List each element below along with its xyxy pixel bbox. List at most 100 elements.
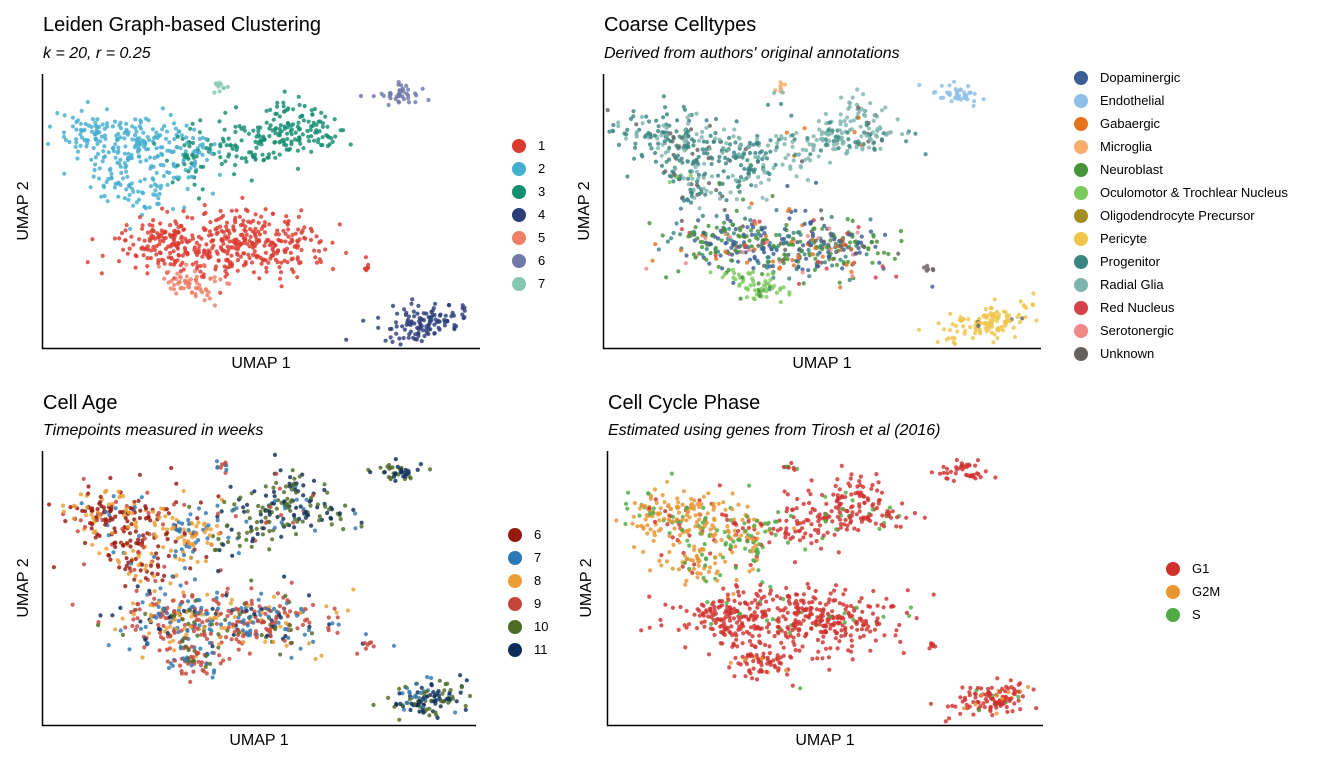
legend-label: 7 xyxy=(534,550,542,565)
scatter-point xyxy=(786,242,791,247)
scatter-point xyxy=(887,510,892,515)
scatter-point xyxy=(99,194,104,199)
scatter-point xyxy=(296,120,301,125)
scatter-point xyxy=(190,121,195,126)
scatter-point xyxy=(289,640,294,645)
scatter-point xyxy=(664,112,670,117)
scatter-point xyxy=(141,253,146,258)
scatter-point xyxy=(656,141,661,146)
scatter-point xyxy=(809,626,814,631)
scatter-point xyxy=(226,608,231,613)
scatter-point xyxy=(935,340,940,345)
scatter-point xyxy=(850,657,855,662)
scatter-point xyxy=(137,237,142,242)
scatter-point xyxy=(449,314,454,319)
scatter-point xyxy=(790,258,795,263)
scatter-point xyxy=(288,250,293,255)
scatter-point xyxy=(827,226,832,231)
scatter-point xyxy=(207,233,212,238)
scatter-point xyxy=(830,519,835,524)
scatter-point xyxy=(215,503,220,508)
scatter-point xyxy=(823,629,829,634)
scatter-point xyxy=(749,163,754,168)
scatter-point xyxy=(781,614,786,619)
scatter-point xyxy=(285,598,290,603)
scatter-point xyxy=(836,146,841,151)
scatter-point xyxy=(179,669,184,674)
scatter-point xyxy=(664,559,670,564)
scatter-point xyxy=(144,246,149,251)
scatter-point xyxy=(234,154,239,159)
scatter-point xyxy=(717,154,722,160)
scatter-point xyxy=(933,90,938,95)
scatter-point xyxy=(837,128,842,133)
scatter-point xyxy=(136,563,141,568)
scatter-point xyxy=(705,511,710,516)
scatter-point xyxy=(237,124,242,129)
scatter-point xyxy=(747,483,752,488)
scatter-point xyxy=(743,528,748,533)
scatter-point xyxy=(189,605,194,610)
scatter-point xyxy=(711,507,716,512)
scatter-point xyxy=(232,615,237,620)
scatter-point xyxy=(188,512,193,517)
legend-swatch xyxy=(508,642,522,657)
scatter-point xyxy=(318,239,323,244)
scatter-point xyxy=(405,93,411,98)
scatter-point xyxy=(776,137,781,142)
scatter-point xyxy=(396,99,401,104)
scatter-point xyxy=(300,519,305,524)
scatter-point xyxy=(726,528,731,533)
scatter-point xyxy=(400,324,405,329)
scatter-point xyxy=(737,537,742,543)
scatter-point xyxy=(284,214,289,219)
scatter-point xyxy=(214,599,219,604)
scatter-point xyxy=(393,478,398,483)
scatter-point xyxy=(154,170,159,176)
scatter-point xyxy=(719,230,724,235)
scatter-point xyxy=(157,515,162,520)
scatter-point xyxy=(188,126,193,131)
scatter-point xyxy=(458,673,463,678)
scatter-point xyxy=(958,97,963,102)
scatter-point xyxy=(291,482,296,487)
scatter-point xyxy=(814,539,819,544)
scatter-point xyxy=(747,140,752,145)
scatter-point xyxy=(635,129,640,134)
scatter-point xyxy=(708,242,713,247)
scatter-point xyxy=(275,260,280,265)
scatter-point xyxy=(759,226,764,232)
scatter-point xyxy=(186,169,191,174)
scatter-point xyxy=(429,675,434,681)
scatter-point xyxy=(166,553,171,559)
scatter-point xyxy=(714,256,719,261)
scatter-point xyxy=(796,632,801,638)
scatter-point xyxy=(737,225,742,230)
scatter-point xyxy=(406,471,411,476)
scatter-point xyxy=(129,558,134,563)
scatter-point xyxy=(215,518,220,523)
scatter-point xyxy=(260,532,265,537)
scatter-point xyxy=(189,663,194,668)
scatter-point xyxy=(838,112,843,117)
scatter-point xyxy=(142,536,147,541)
scatter-point xyxy=(161,239,166,244)
scatter-point xyxy=(769,531,774,536)
scatter-point xyxy=(835,477,840,482)
scatter-point xyxy=(871,118,876,123)
scatter-point xyxy=(88,521,93,526)
scatter-point xyxy=(749,600,754,605)
scatter-point xyxy=(136,498,141,503)
scatter-point xyxy=(655,136,660,141)
scatter-point xyxy=(983,307,988,312)
scatter-point xyxy=(894,628,899,633)
scatter-point xyxy=(351,587,356,592)
scatter-point xyxy=(686,622,692,627)
scatter-point xyxy=(168,624,173,629)
scatter-point xyxy=(285,496,290,501)
scatter-point xyxy=(866,498,871,503)
scatter-point xyxy=(190,135,196,141)
scatter-point xyxy=(716,249,721,254)
scatter-point xyxy=(194,532,199,537)
scatter-point xyxy=(736,233,741,238)
